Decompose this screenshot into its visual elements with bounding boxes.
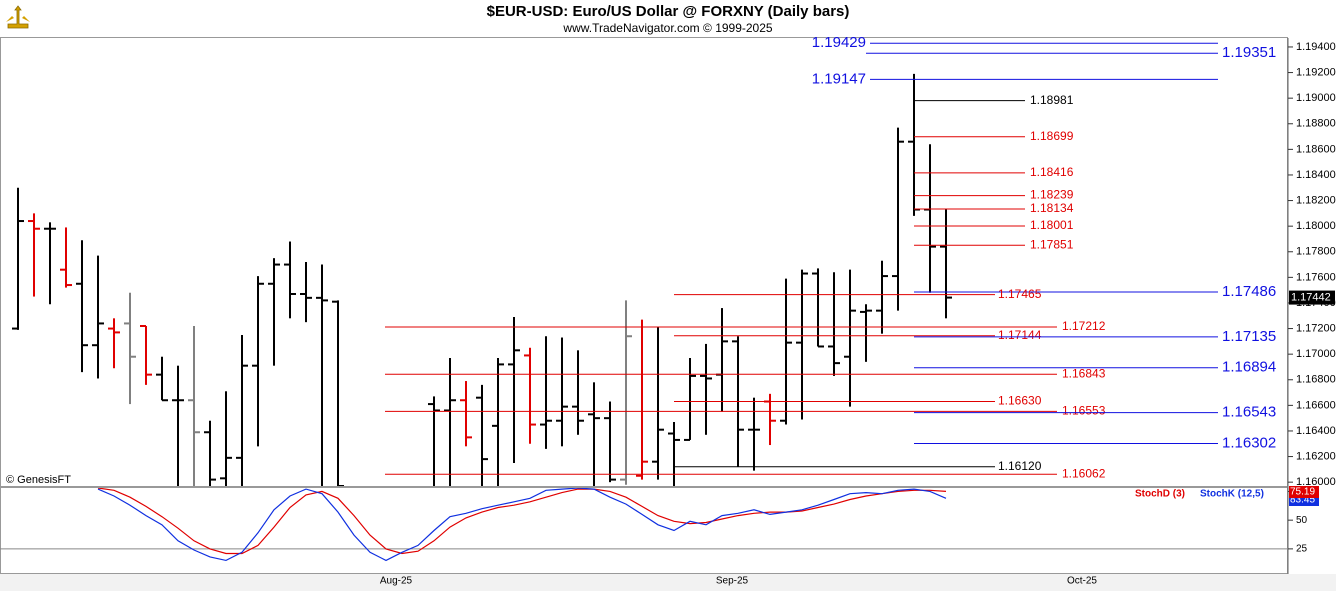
y-tick-label: 1.18000 <box>1296 220 1336 232</box>
last-value-label: 75.19 <box>1290 487 1315 498</box>
level-label: 1.16553 <box>1062 404 1106 418</box>
y-tick-label: 1.16600 <box>1296 399 1336 411</box>
level-label: 1.17851 <box>1030 237 1074 251</box>
level-label: 1.18134 <box>1030 201 1074 215</box>
last-value-label: 83.45 <box>1290 495 1315 506</box>
level-label: 1.19147 <box>812 70 866 87</box>
stoch-line <box>97 488 947 562</box>
y-tick-label: 1.19400 <box>1296 41 1336 53</box>
y-tick-label: 1.19200 <box>1296 66 1336 78</box>
level-label: 1.16120 <box>998 459 1042 473</box>
chart-subtitle: www.TradeNavigator.com © 1999-2025 <box>562 21 772 35</box>
last-value-box <box>1289 486 1319 498</box>
level-label: 1.16843 <box>1062 366 1106 380</box>
y-tick-label: 1.17800 <box>1296 246 1336 258</box>
y-tick-label: 1.16800 <box>1296 374 1336 386</box>
y-tick-label: 1.19000 <box>1296 92 1336 104</box>
level-label: 1.16302 <box>1222 434 1276 451</box>
y-tick-label: 1.16400 <box>1296 425 1336 437</box>
level-label: 1.16894 <box>1222 359 1276 376</box>
x-tick-label: Sep-25 <box>716 576 749 587</box>
y-tick-label: 1.18800 <box>1296 118 1336 130</box>
y-tick-label: 25 <box>1296 544 1308 555</box>
x-tick-label: Oct-25 <box>1067 576 1097 587</box>
level-label: 1.17486 <box>1222 283 1276 300</box>
level-label: 1.17465 <box>998 287 1042 301</box>
y-tick-label: 1.17600 <box>1296 271 1336 283</box>
y-tick-label: 1.18400 <box>1296 169 1336 181</box>
y-tick-label: 1.17200 <box>1296 322 1336 334</box>
y-tick-label: 1.18600 <box>1296 143 1336 155</box>
level-label: 1.18001 <box>1030 218 1074 232</box>
watermark: © GenesisFT <box>6 474 71 486</box>
level-label: 1.18416 <box>1030 165 1074 179</box>
last-price-label: 1.17442 <box>1291 291 1331 303</box>
legend-entry: StochK (12,5) <box>1200 489 1264 500</box>
y-tick-label: 50 <box>1296 515 1308 526</box>
level-label: 1.18981 <box>1030 93 1074 107</box>
level-label: 1.17144 <box>998 328 1042 342</box>
x-axis-band <box>0 574 1336 591</box>
level-label: 1.19351 <box>1222 44 1276 61</box>
level-label: 1.19429 <box>812 34 866 51</box>
level-label: 1.17212 <box>1062 319 1106 333</box>
level-label: 1.18239 <box>1030 188 1074 202</box>
x-tick-label: Aug-25 <box>380 576 413 587</box>
level-label: 1.16062 <box>1062 466 1106 480</box>
chart-title: $EUR-USD: Euro/US Dollar @ FORXNY (Daily… <box>487 3 850 20</box>
y-tick-label: 1.16000 <box>1296 476 1336 488</box>
y-tick-label: 1.18200 <box>1296 194 1336 206</box>
legend-entry: StochD (3) <box>1135 489 1185 500</box>
level-label: 1.16630 <box>998 394 1042 408</box>
y-tick-label: 1.16200 <box>1296 450 1336 462</box>
y-tick-label: 1.17000 <box>1296 348 1336 360</box>
level-label: 1.18699 <box>1030 129 1074 143</box>
level-label: 1.16543 <box>1222 404 1276 421</box>
logo <box>4 4 32 32</box>
level-label: 1.17135 <box>1222 328 1276 345</box>
last-price-box <box>1289 290 1335 305</box>
